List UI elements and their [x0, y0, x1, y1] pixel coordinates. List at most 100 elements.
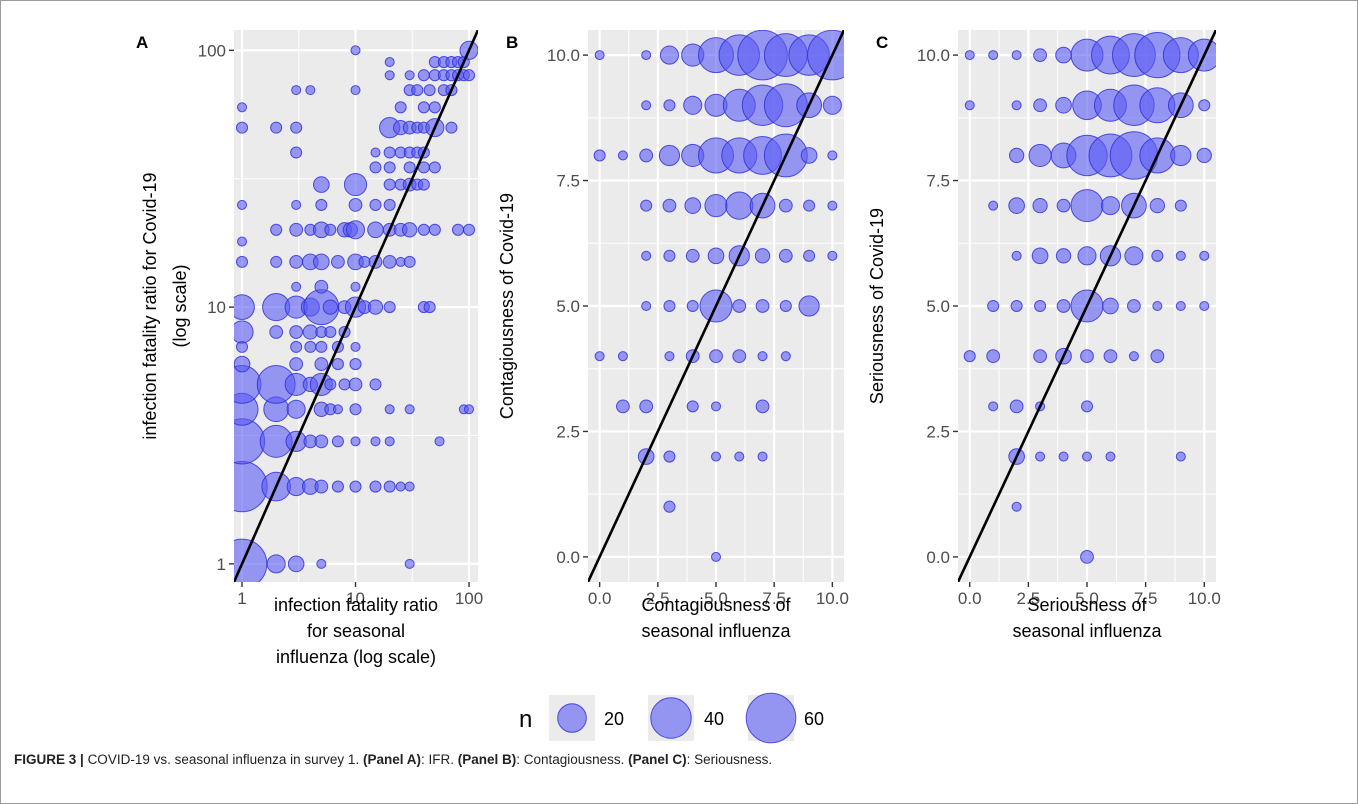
data-point	[404, 558, 415, 569]
y-tick-label: 1	[217, 555, 226, 574]
data-point	[383, 178, 396, 191]
data-point	[1033, 48, 1047, 62]
data-point	[684, 197, 702, 214]
reference-line-y-equals-x	[234, 30, 478, 582]
data-point	[1199, 300, 1210, 312]
data-point	[367, 221, 384, 239]
data-point	[594, 50, 605, 61]
data-point	[641, 250, 652, 261]
data-point	[315, 340, 328, 353]
data-point	[384, 436, 395, 447]
caption-panel-a-label: (Panel A)	[362, 752, 421, 767]
data-point	[616, 399, 630, 414]
data-point	[417, 223, 430, 236]
y-tick-label: 7.5	[556, 172, 580, 191]
data-point	[404, 404, 415, 415]
x-tick-label: 10.0	[816, 589, 849, 608]
data-point	[685, 248, 700, 263]
data-point	[707, 247, 725, 265]
data-point	[709, 349, 723, 364]
data-point	[1056, 198, 1071, 213]
data-point	[314, 434, 329, 449]
data-point	[778, 248, 793, 263]
data-point	[1011, 50, 1022, 61]
data-point	[345, 220, 366, 240]
data-point	[304, 340, 317, 353]
data-point	[269, 325, 284, 339]
data-point	[331, 254, 345, 269]
data-point	[338, 378, 351, 391]
data-point	[732, 299, 747, 313]
x-axis-title-line: Seriousness of	[1027, 595, 1147, 615]
caption-panel-c-label: (Panel C)	[628, 752, 687, 767]
data-point	[663, 500, 676, 513]
data-point	[963, 350, 976, 363]
data-point	[235, 255, 249, 268]
data-point	[383, 161, 396, 174]
data-point	[1175, 451, 1186, 462]
data-point	[663, 299, 676, 313]
reference-line-y-equals-x	[958, 30, 1216, 582]
data-point	[349, 358, 362, 371]
data-point	[428, 223, 441, 236]
data-point	[370, 436, 381, 447]
data-point	[270, 255, 283, 268]
data-point	[1034, 299, 1047, 313]
data-point	[1055, 248, 1072, 264]
data-point	[1199, 250, 1210, 261]
legend-label: 60	[804, 709, 824, 729]
data-point	[1011, 100, 1022, 111]
data-point	[348, 198, 363, 212]
data-point	[291, 85, 302, 96]
data-point	[314, 279, 329, 294]
data-point	[617, 150, 628, 161]
panel-letter: C	[876, 33, 888, 52]
data-point	[1011, 250, 1022, 261]
data-point	[1011, 501, 1022, 512]
data-point	[384, 57, 395, 68]
data-point	[1056, 299, 1071, 313]
panel-letter: B	[506, 33, 518, 52]
data-point	[350, 45, 361, 56]
data-point	[367, 299, 384, 315]
data-point	[822, 95, 842, 115]
data-point	[332, 404, 343, 415]
data-point	[757, 451, 768, 462]
data-point	[988, 401, 999, 412]
data-point	[987, 299, 1000, 313]
data-point	[289, 325, 304, 339]
data-point	[807, 30, 844, 81]
data-point	[289, 254, 304, 269]
data-point	[803, 199, 816, 212]
data-point	[704, 194, 728, 218]
x-axis-title-line: Contagiousness of	[641, 595, 791, 615]
data-point	[349, 403, 362, 416]
data-point	[235, 121, 249, 134]
data-point	[1035, 451, 1046, 462]
legend-key-circle	[557, 703, 587, 733]
data-point	[1151, 249, 1164, 262]
data-point	[798, 295, 820, 317]
y-axis-title-line: (log scale)	[170, 264, 190, 347]
data-point	[349, 480, 362, 493]
data-point	[1080, 550, 1094, 564]
data-point	[686, 299, 699, 313]
data-point	[358, 255, 371, 268]
data-point	[369, 480, 382, 493]
y-tick-label: 0.0	[556, 548, 580, 567]
y-tick-label: 10.0	[547, 46, 580, 65]
data-point	[350, 436, 361, 447]
data-point	[732, 349, 747, 364]
data-point	[663, 450, 676, 463]
caption-panel-c-text: : Seriousness.	[686, 752, 773, 767]
data-point	[404, 481, 415, 492]
size-legend: n 20 40 60	[519, 692, 824, 744]
legend-title: n	[519, 706, 532, 733]
data-point	[403, 255, 416, 268]
x-axis-title-line: seasonal influenza	[641, 621, 791, 641]
x-tick-label: 100	[455, 589, 483, 608]
data-point	[384, 70, 395, 81]
data-point	[402, 222, 418, 238]
data-point	[986, 349, 1001, 364]
points-layer	[963, 31, 1216, 564]
